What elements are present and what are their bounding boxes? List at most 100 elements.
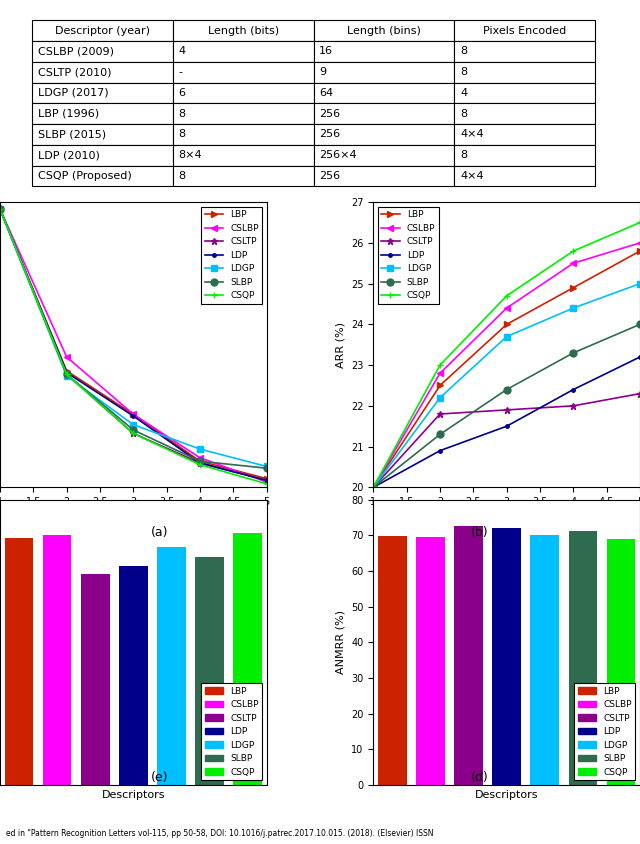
CSLBP xyxy=(369,482,377,492)
LDGP xyxy=(0,204,4,214)
SLBP xyxy=(129,425,137,435)
CSLTP xyxy=(570,401,577,411)
LDP xyxy=(0,204,4,214)
LDP xyxy=(503,421,511,431)
LBP xyxy=(369,482,377,492)
CSLTP xyxy=(263,475,271,485)
X-axis label: Number of Top Matches: Number of Top Matches xyxy=(441,512,572,522)
CSLTP xyxy=(63,369,70,379)
LDP xyxy=(63,367,70,377)
CSLBP xyxy=(503,303,511,313)
SLBP xyxy=(436,430,444,440)
Bar xyxy=(81,574,109,785)
Text: (a): (a) xyxy=(151,526,169,539)
SLBP xyxy=(63,369,70,379)
SLBP xyxy=(636,319,640,329)
CSLBP xyxy=(263,477,271,487)
LDP xyxy=(129,411,137,421)
LDP xyxy=(369,482,377,492)
LDGP xyxy=(503,332,511,342)
SLBP xyxy=(0,204,4,214)
CSQP xyxy=(369,482,377,492)
CSLTP xyxy=(369,482,377,492)
Line: LDGP: LDGP xyxy=(0,206,270,470)
Text: (b): (b) xyxy=(471,526,489,539)
SLBP xyxy=(570,348,577,358)
LDP xyxy=(436,446,444,456)
CSLTP xyxy=(196,458,204,468)
Line: LBP: LBP xyxy=(0,206,270,482)
CSLBP xyxy=(196,452,204,463)
CSLTP xyxy=(436,409,444,419)
X-axis label: Number of Top Matches: Number of Top Matches xyxy=(68,512,199,522)
Text: (e): (e) xyxy=(151,771,169,784)
Line: LDP: LDP xyxy=(0,206,270,484)
Bar xyxy=(416,537,445,785)
CSLBP xyxy=(63,352,70,362)
Bar xyxy=(4,538,33,785)
CSQP xyxy=(263,479,271,489)
Line: CSLBP: CSLBP xyxy=(0,206,270,485)
CSLTP xyxy=(0,204,4,214)
LDGP xyxy=(129,419,137,430)
LDGP xyxy=(369,482,377,492)
CSLBP xyxy=(0,204,4,214)
CSQP xyxy=(196,460,204,470)
CSLTP xyxy=(503,405,511,415)
Bar xyxy=(378,536,406,785)
Y-axis label: ANMRR (%): ANMRR (%) xyxy=(336,610,346,674)
CSQP xyxy=(503,291,511,301)
LDGP xyxy=(436,392,444,403)
CSQP xyxy=(570,246,577,256)
Legend: LBP, CSLBP, CSLTP, LDP, LDGP, SLBP, CSQP: LBP, CSLBP, CSLTP, LDP, LDGP, SLBP, CSQP xyxy=(201,683,262,781)
LBP xyxy=(436,381,444,391)
Line: LBP: LBP xyxy=(370,247,640,491)
Bar xyxy=(607,539,636,785)
LBP xyxy=(196,456,204,466)
Text: (d): (d) xyxy=(471,771,489,784)
Bar xyxy=(454,527,483,785)
LBP xyxy=(129,409,137,419)
Line: CSLTP: CSLTP xyxy=(370,390,640,491)
Line: CSQP: CSQP xyxy=(370,219,640,491)
LDP xyxy=(636,352,640,362)
LDGP xyxy=(196,444,204,454)
Line: CSLBP: CSLBP xyxy=(370,240,640,491)
Text: ed in "Pattern Recognition Letters vol-115, pp 50-58, DOI: 10.1016/j.patrec.2017: ed in "Pattern Recognition Letters vol-1… xyxy=(6,829,434,837)
Legend: LBP, CSLBP, CSLTP, LDP, LDGP, SLBP, CSQP: LBP, CSLBP, CSLTP, LDP, LDGP, SLBP, CSQP xyxy=(378,207,439,304)
Y-axis label: ARR (%): ARR (%) xyxy=(335,322,346,368)
SLBP xyxy=(503,385,511,395)
X-axis label: Descriptors: Descriptors xyxy=(475,791,538,800)
Line: LDGP: LDGP xyxy=(370,280,640,491)
Bar xyxy=(568,531,597,785)
LDP xyxy=(263,475,271,485)
CSQP xyxy=(63,369,70,379)
Bar xyxy=(195,557,224,785)
Bar xyxy=(492,528,521,785)
CSLTP xyxy=(636,388,640,398)
SLBP xyxy=(263,463,271,473)
CSQP xyxy=(636,218,640,228)
SLBP xyxy=(369,482,377,492)
CSQP xyxy=(129,429,137,439)
Line: CSLTP: CSLTP xyxy=(0,206,270,484)
LBP xyxy=(63,365,70,376)
Bar xyxy=(531,534,559,785)
LBP xyxy=(0,204,4,214)
X-axis label: Descriptors: Descriptors xyxy=(102,791,165,800)
CSQP xyxy=(0,204,4,214)
Bar xyxy=(234,533,262,785)
LDP xyxy=(570,385,577,395)
Bar xyxy=(43,535,72,785)
LDGP xyxy=(263,462,271,472)
Bar xyxy=(119,566,148,785)
CSLBP xyxy=(436,368,444,378)
Line: SLBP: SLBP xyxy=(370,321,640,491)
LBP xyxy=(636,246,640,256)
LBP xyxy=(503,319,511,329)
LBP xyxy=(263,473,271,484)
Line: CSQP: CSQP xyxy=(0,206,270,487)
CSLBP xyxy=(129,409,137,419)
LDGP xyxy=(570,303,577,313)
CSLTP xyxy=(129,429,137,439)
